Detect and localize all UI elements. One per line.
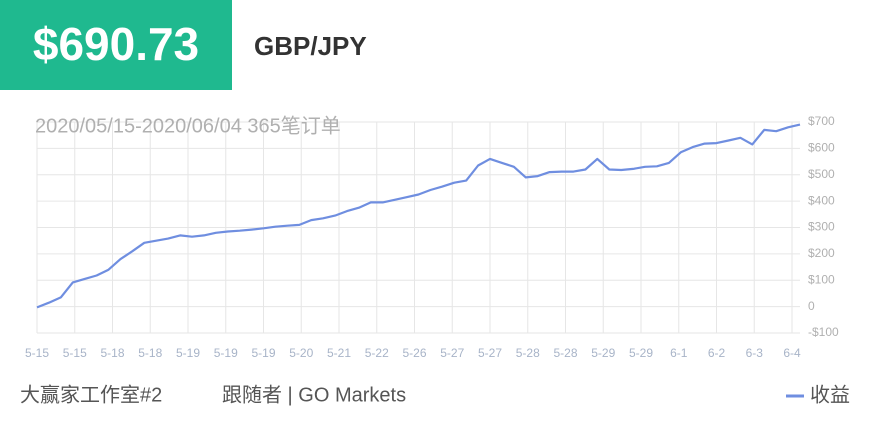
headline-box	[0, 0, 232, 90]
x-tick-label: 5-28	[516, 346, 540, 360]
y-tick-label: -$100	[808, 325, 839, 339]
x-tick-label: 5-27	[440, 346, 464, 360]
x-tick-label: 5-15	[63, 346, 87, 360]
series-line	[36, 123, 801, 309]
footer-right: 跟随者 | GO Markets	[222, 383, 406, 406]
x-tick-label: 6-1	[670, 346, 688, 360]
x-tick-label: 5-18	[100, 346, 124, 360]
subtitle: 2020/05/15-2020/06/04 365笔订单	[35, 114, 341, 137]
x-tick-label: 5-15	[25, 346, 49, 360]
x-tick-label: 5-29	[591, 346, 615, 360]
y-tick-label: $500	[808, 167, 835, 181]
x-tick-label: 5-29	[629, 346, 653, 360]
x-tick-label: 6-4	[783, 346, 801, 360]
x-tick-label: 5-20	[289, 346, 313, 360]
x-tick-label: 5-26	[402, 346, 426, 360]
x-tick-label: 5-19	[176, 346, 200, 360]
x-tick-label: 5-22	[365, 346, 389, 360]
y-tick-label: $400	[808, 193, 835, 207]
y-tick-label: $100	[808, 272, 835, 286]
footer-left: 大赢家工作室#2	[20, 383, 162, 406]
x-tick-label: 5-27	[478, 346, 502, 360]
x-tick-label: 5-19	[214, 346, 238, 360]
symbol: GBP/JPY	[254, 31, 367, 61]
x-tick-label: 5-28	[553, 346, 577, 360]
x-tick-label: 5-19	[251, 346, 275, 360]
x-tick-label: 6-2	[708, 346, 726, 360]
x-tick-label: 5-21	[327, 346, 351, 360]
y-tick-label: $300	[808, 220, 835, 234]
y-tick-label: $200	[808, 246, 835, 260]
x-tick-label: 5-18	[138, 346, 162, 360]
legend-label: 收益	[810, 383, 850, 406]
plot: 5-15 5-15 5-18 5-18 5-19 5-19 5-19 5-20 5-21 5-22…	[25, 114, 839, 360]
x-tick-label: 6-3	[746, 346, 764, 360]
y-tick-label: 0	[808, 299, 815, 313]
headline: $690.73	[33, 18, 199, 70]
y-tick-label: $600	[808, 141, 835, 155]
y-tick-label: $700	[808, 114, 835, 128]
